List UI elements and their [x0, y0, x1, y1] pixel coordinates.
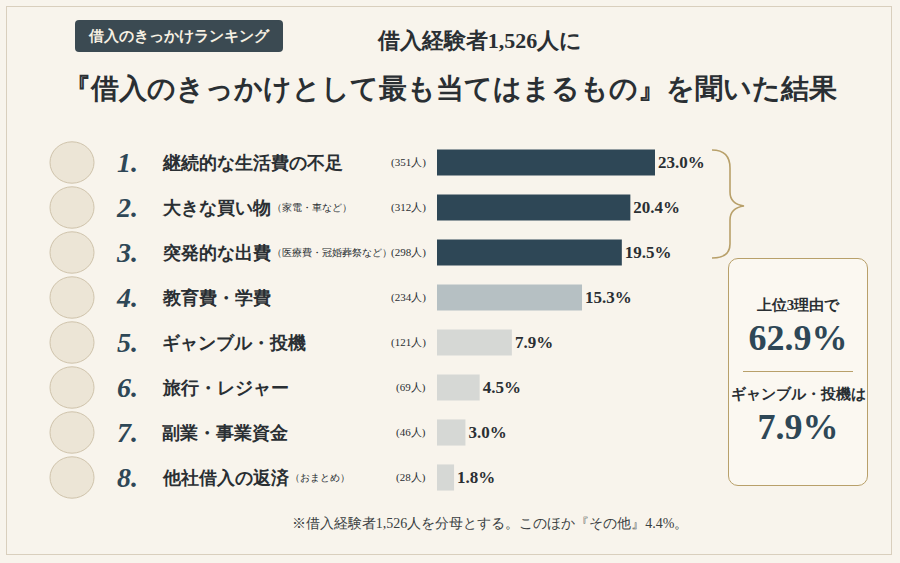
- svg-text:(69人): (69人): [396, 381, 426, 394]
- svg-text:15.3%: 15.3%: [585, 288, 632, 307]
- svg-text:副業・事業資金: 副業・事業資金: [162, 423, 288, 443]
- svg-text:（医療費・冠婚葬祭など）: （医療費・冠婚葬祭など）: [272, 247, 392, 258]
- svg-text:2.: 2.: [116, 192, 138, 223]
- svg-text:突発的な出費: 突発的な出費: [162, 243, 271, 263]
- svg-text:旅行・レジャー: 旅行・レジャー: [162, 378, 289, 398]
- svg-text:1.8%: 1.8%: [457, 468, 495, 487]
- svg-text:(121人): (121人): [391, 336, 426, 349]
- svg-text:4.5%: 4.5%: [483, 378, 521, 397]
- svg-text:継続的な生活費の不足: 継続的な生活費の不足: [162, 153, 343, 173]
- svg-text:8.: 8.: [117, 462, 138, 493]
- svg-text:(351人): (351人): [391, 156, 426, 169]
- svg-text:23.0%: 23.0%: [658, 153, 705, 172]
- html-text:7.9%: 7.9%: [757, 406, 839, 447]
- html-text:上位3理由で: 上位3理由で: [756, 296, 840, 313]
- html-text:※借入経験者1,526人を分母とする。このほか『その他』4.: ※借入経験者1,526人を分母とする。このほか『その他』4.4%。: [291, 516, 689, 531]
- svg-text:(312人): (312人): [391, 201, 426, 214]
- svg-text:(28人): (28人): [396, 471, 426, 484]
- svg-text:（おまとめ）: （おまとめ）: [290, 472, 350, 483]
- svg-text:19.5%: 19.5%: [625, 243, 672, 262]
- svg-text:20.4%: 20.4%: [633, 198, 680, 217]
- svg-text:3.0%: 3.0%: [468, 423, 506, 442]
- svg-text:(298人): (298人): [391, 246, 426, 259]
- html-text:借入経験者1,526人に: 借入経験者1,526人に: [377, 28, 583, 53]
- svg-text:大きな買い物: 大きな買い物: [162, 198, 271, 218]
- svg-text:7.: 7.: [117, 417, 138, 448]
- svg-text:教育費・学費: 教育費・学費: [162, 287, 271, 308]
- svg-text:4.: 4.: [116, 282, 138, 313]
- svg-text:ギャンブル・投機: ギャンブル・投機: [162, 333, 306, 353]
- svg-text:(46人): (46人): [396, 426, 426, 439]
- html-text:『借入のきっかけとして最も当てはまるもの』を聞いた結果: 『借入のきっかけとして最も当てはまるもの』を聞いた結果: [63, 73, 837, 104]
- svg-text:5.: 5.: [117, 327, 138, 358]
- svg-text:他社借入の返済: 他社借入の返済: [162, 468, 290, 488]
- svg-text:1.: 1.: [117, 147, 138, 178]
- html-text:ギャンブル・投機は: ギャンブル・投機は: [730, 385, 866, 402]
- html-text:借入のきっかけランキング: 借入のきっかけランキング: [89, 28, 269, 44]
- svg-text:7.9%: 7.9%: [515, 333, 553, 352]
- svg-text:6.: 6.: [117, 372, 138, 403]
- svg-text:3.: 3.: [116, 237, 138, 268]
- svg-text:（家電・車など）: （家電・車など）: [272, 202, 352, 213]
- html-text:62.9%: 62.9%: [748, 317, 848, 358]
- svg-text:(234人): (234人): [391, 291, 426, 304]
